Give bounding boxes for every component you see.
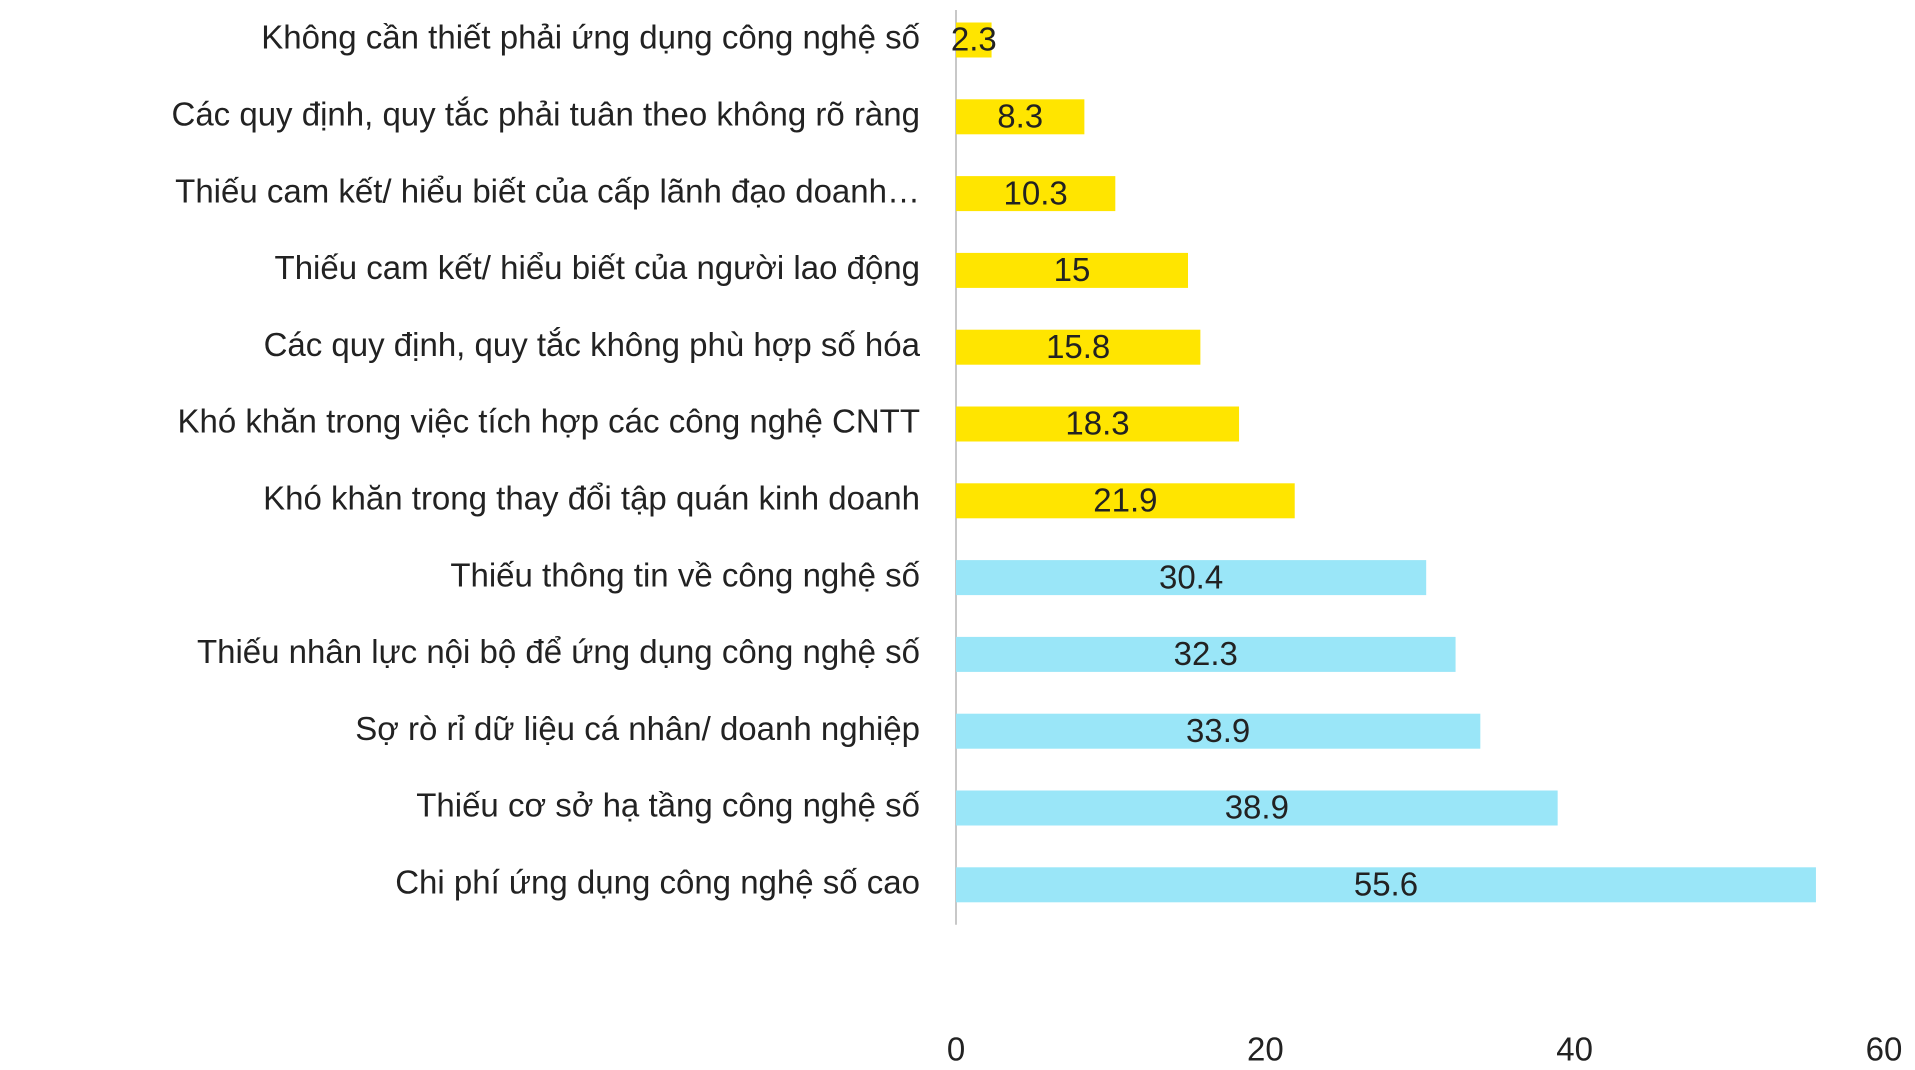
bar	[956, 713, 1481, 749]
category-label: Các quy định, quy tắc phải tuân theo khô…	[171, 96, 920, 133]
bar	[956, 483, 1295, 519]
value-label: 8.3	[997, 98, 1043, 135]
bar	[956, 176, 1116, 212]
value-label: 21.9	[1093, 482, 1157, 519]
category-label: Khó khăn trong thay đổi tập quán kinh do…	[263, 480, 920, 517]
value-label: 18.3	[1065, 405, 1129, 442]
bar	[956, 99, 1085, 135]
bar	[956, 790, 1558, 826]
bar	[956, 406, 1240, 442]
category-label: Khó khăn trong việc tích hợp các công ng…	[177, 403, 920, 440]
value-label: 55.6	[1354, 866, 1418, 903]
bar	[956, 636, 1456, 672]
x-tick-label: 60	[1866, 1031, 1903, 1068]
category-label: Sợ rò rỉ dữ liệu cá nhân/ doanh nghiệp	[355, 710, 920, 747]
bar	[956, 560, 1427, 596]
category-label: Không cần thiết phải ứng dụng công nghệ …	[261, 19, 920, 56]
bar	[956, 22, 992, 58]
value-label: 2.3	[951, 21, 997, 58]
category-label: Thiếu cam kết/ hiểu biết của người lao đ…	[275, 249, 920, 286]
x-tick-label: 0	[947, 1031, 965, 1068]
value-label: 10.3	[1004, 174, 1068, 211]
value-label: 38.9	[1225, 789, 1289, 826]
value-label: 30.4	[1159, 558, 1223, 595]
value-label: 15	[1054, 251, 1091, 288]
category-label: Thiếu nhân lực nội bộ để ứng dụng công n…	[197, 633, 920, 670]
category-label: Thiếu thông tin về công nghệ số	[450, 556, 920, 593]
category-label: Các quy định, quy tắc không phù hợp số h…	[264, 326, 921, 363]
bar	[956, 867, 1816, 903]
category-label: Chi phí ứng dụng công nghệ số cao	[395, 864, 920, 901]
value-label: 15.8	[1046, 328, 1110, 365]
category-label: Thiếu cam kết/ hiểu biết của cấp lãnh đạ…	[175, 172, 920, 209]
bar	[956, 329, 1201, 365]
x-tick-label: 20	[1247, 1031, 1284, 1068]
x-tick-label: 40	[1556, 1031, 1593, 1068]
value-label: 33.9	[1186, 712, 1250, 749]
value-label: 32.3	[1174, 635, 1238, 672]
bar	[956, 252, 1188, 288]
category-label: Thiếu cơ sở hạ tầng công nghệ số	[416, 787, 920, 824]
